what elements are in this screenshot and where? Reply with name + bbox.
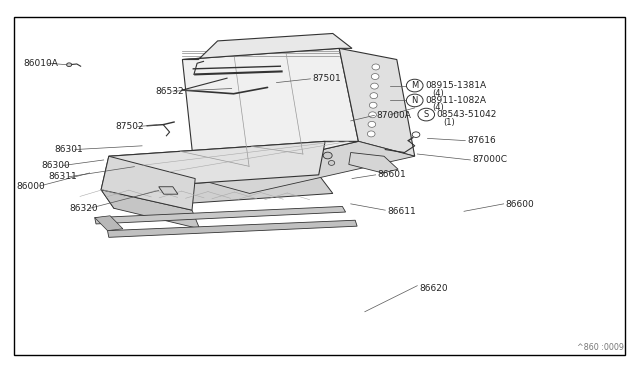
Text: 86301: 86301 <box>54 145 83 154</box>
Polygon shape <box>95 216 123 231</box>
Text: 86010A: 86010A <box>23 59 58 68</box>
Text: (4): (4) <box>432 103 444 112</box>
Polygon shape <box>101 190 200 229</box>
Text: 86320: 86320 <box>69 204 98 213</box>
Text: M: M <box>411 81 419 90</box>
Text: (1): (1) <box>444 118 455 126</box>
Text: 08915-1381A: 08915-1381A <box>425 81 486 90</box>
Ellipse shape <box>371 74 379 80</box>
Ellipse shape <box>406 79 423 92</box>
Polygon shape <box>101 141 325 190</box>
Polygon shape <box>159 187 178 194</box>
Polygon shape <box>101 156 195 210</box>
Ellipse shape <box>368 121 376 127</box>
Text: 87502: 87502 <box>115 122 144 131</box>
Text: 86600: 86600 <box>506 200 534 209</box>
Text: 87000C: 87000C <box>472 155 508 164</box>
Ellipse shape <box>370 93 378 99</box>
Text: N: N <box>412 96 418 105</box>
Ellipse shape <box>371 83 378 89</box>
Polygon shape <box>95 206 346 224</box>
Text: 86620: 86620 <box>419 284 448 293</box>
Text: 86601: 86601 <box>378 170 406 179</box>
Text: 87616: 87616 <box>467 136 496 145</box>
Text: 86311: 86311 <box>48 172 77 181</box>
Ellipse shape <box>406 94 423 107</box>
Ellipse shape <box>372 64 380 70</box>
Polygon shape <box>109 141 358 179</box>
Ellipse shape <box>418 108 435 121</box>
Text: 87501: 87501 <box>312 74 341 83</box>
Polygon shape <box>108 220 357 237</box>
Text: S: S <box>424 110 429 119</box>
Ellipse shape <box>323 152 332 159</box>
Text: 86000: 86000 <box>17 182 45 190</box>
Text: 08911-1082A: 08911-1082A <box>425 96 486 105</box>
Polygon shape <box>101 175 333 208</box>
Ellipse shape <box>369 112 376 118</box>
Polygon shape <box>182 48 358 179</box>
Polygon shape <box>349 153 398 173</box>
Text: 08543-51042: 08543-51042 <box>436 110 497 119</box>
Ellipse shape <box>67 63 72 67</box>
Text: 86532: 86532 <box>155 87 184 96</box>
Text: ^860 :0009: ^860 :0009 <box>577 343 624 352</box>
Text: 86300: 86300 <box>42 161 70 170</box>
Text: 86611: 86611 <box>387 207 416 216</box>
Polygon shape <box>182 33 352 60</box>
Text: (4): (4) <box>432 89 444 97</box>
Polygon shape <box>339 48 415 156</box>
Ellipse shape <box>367 131 375 137</box>
Ellipse shape <box>328 161 335 165</box>
Ellipse shape <box>369 102 377 108</box>
Text: 87000A: 87000A <box>376 111 411 120</box>
Ellipse shape <box>412 132 420 138</box>
Polygon shape <box>195 141 415 193</box>
